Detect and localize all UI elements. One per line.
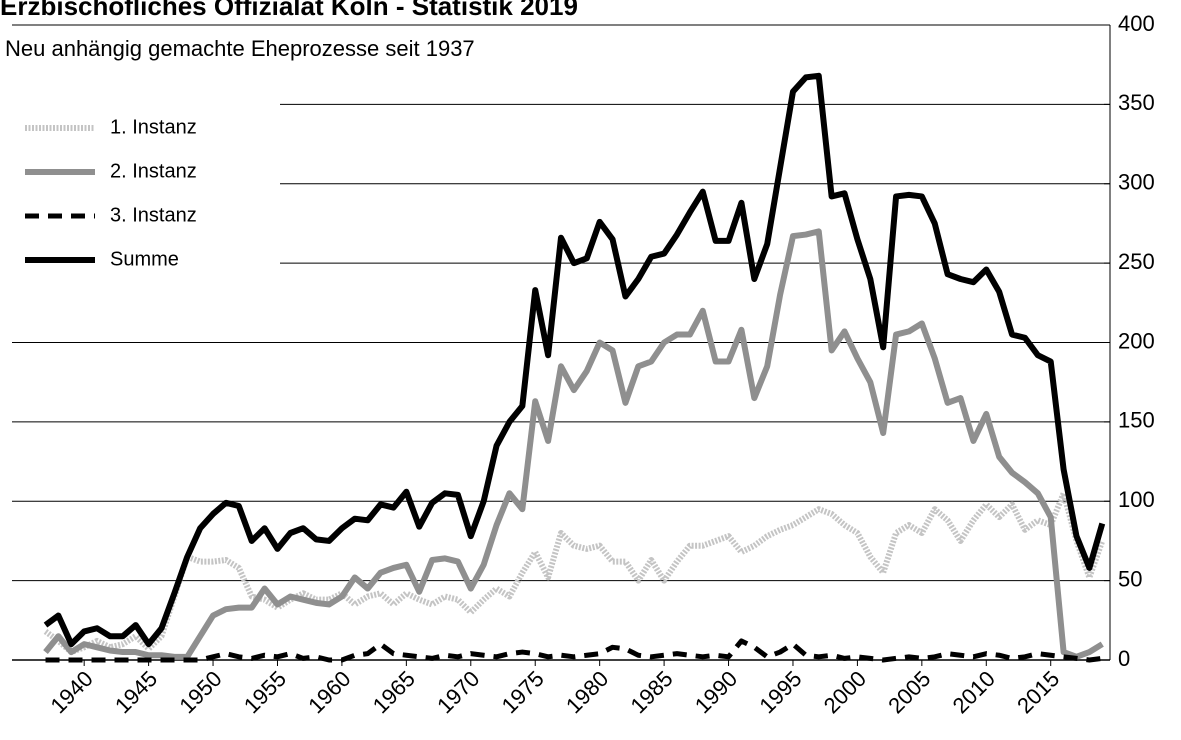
legend-label: 1. Instanz: [110, 116, 197, 138]
legend-label: 3. Instanz: [110, 204, 197, 226]
chart-title: Erzbischöfliches Offizialat Köln - Stati…: [0, 0, 578, 21]
x-tick-label: 1990: [690, 666, 742, 718]
x-tick-label: 1965: [368, 666, 420, 718]
chart-subtitle: Neu anhängig gemachte Eheprozesse seit 1…: [5, 36, 475, 61]
x-tick-label: 2005: [883, 666, 935, 718]
y-tick-label: 100: [1118, 487, 1155, 512]
x-tick-label: 1970: [432, 666, 484, 718]
series-line: [43, 490, 1106, 656]
x-tick-label: 2000: [819, 666, 871, 718]
y-tick-label: 350: [1118, 90, 1155, 115]
y-tick-label: 50: [1118, 566, 1142, 591]
series-line: [45, 638, 1103, 663]
x-tick-label: 1980: [561, 666, 613, 718]
y-tick-label: 300: [1118, 170, 1155, 195]
x-tick-label: 1985: [625, 666, 677, 718]
x-tick-label: 1955: [239, 666, 291, 718]
x-tick-label: 1995: [754, 666, 806, 718]
series-line: [43, 72, 1106, 648]
y-tick-label: 0: [1118, 646, 1130, 671]
y-tick-label: 250: [1118, 249, 1155, 274]
y-tick-label: 150: [1118, 408, 1155, 433]
legend-label: Summe: [110, 248, 179, 270]
x-tick-label: 1960: [303, 666, 355, 718]
x-tick-label: 1975: [497, 666, 549, 718]
y-tick-label: 400: [1118, 11, 1155, 36]
x-tick-label: 1950: [174, 666, 226, 718]
y-tick-label: 200: [1118, 328, 1155, 353]
series-line: [43, 228, 1104, 660]
x-tick-label: 1945: [110, 666, 162, 718]
legend-label: 2. Instanz: [110, 160, 197, 182]
x-tick-label: 2010: [948, 666, 1000, 718]
x-tick-label: 1940: [46, 666, 98, 718]
x-tick-label: 2015: [1012, 666, 1064, 718]
